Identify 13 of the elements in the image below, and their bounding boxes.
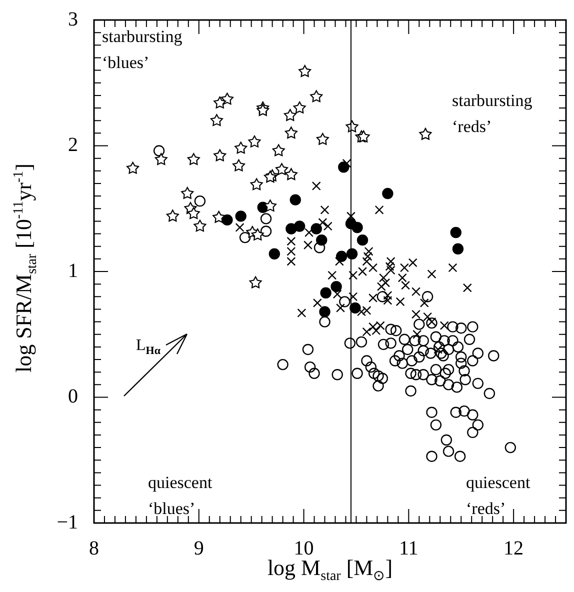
- y-tick-label: 3: [68, 8, 78, 30]
- x-tick-label: 11: [399, 537, 418, 560]
- annotation: starbursting ‘reds’: [452, 91, 533, 136]
- x-tick-label: 8: [89, 537, 99, 560]
- y-tick-label: −1: [56, 511, 78, 534]
- annotation: quiescent ‘blues’: [148, 473, 212, 518]
- y-tick-label: 1: [68, 260, 78, 282]
- y-tick-label: 2: [68, 134, 78, 156]
- x-tick-label: 9: [194, 537, 204, 560]
- x-tick-label: 12: [504, 537, 524, 560]
- annotation: quiescent ‘reds’: [466, 473, 530, 518]
- y-tick-label: 0: [68, 386, 78, 408]
- annotation: starbursting ‘blues’: [102, 27, 183, 72]
